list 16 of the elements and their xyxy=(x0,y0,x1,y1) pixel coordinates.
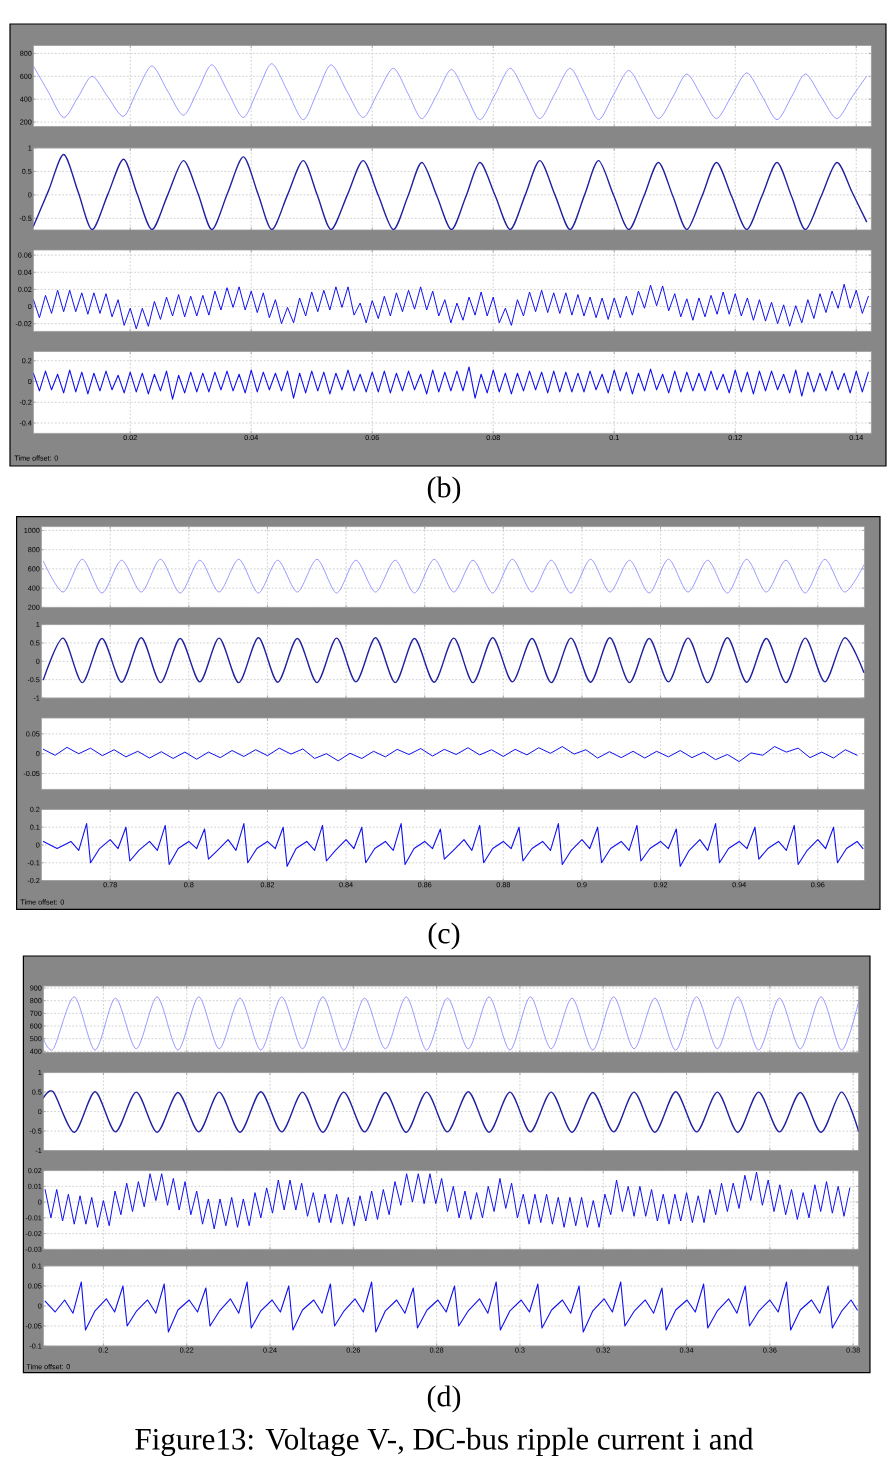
line-series xyxy=(43,996,859,1051)
line-series xyxy=(33,366,869,400)
line-series xyxy=(43,1090,859,1133)
line-series xyxy=(44,1281,858,1333)
line-series xyxy=(33,63,867,121)
text: (b) xyxy=(427,476,461,504)
line-series xyxy=(42,823,864,867)
line-series xyxy=(42,558,865,594)
line-series xyxy=(44,1171,851,1230)
line-series xyxy=(33,283,869,330)
line-series xyxy=(33,153,868,230)
caption: Figure13: Voltage V-, DC-bus ripple current i and xyxy=(135,1427,754,1457)
text: (c) xyxy=(428,922,460,950)
text: (d) xyxy=(427,1385,461,1413)
line-series xyxy=(42,637,865,684)
line-series xyxy=(42,746,858,763)
